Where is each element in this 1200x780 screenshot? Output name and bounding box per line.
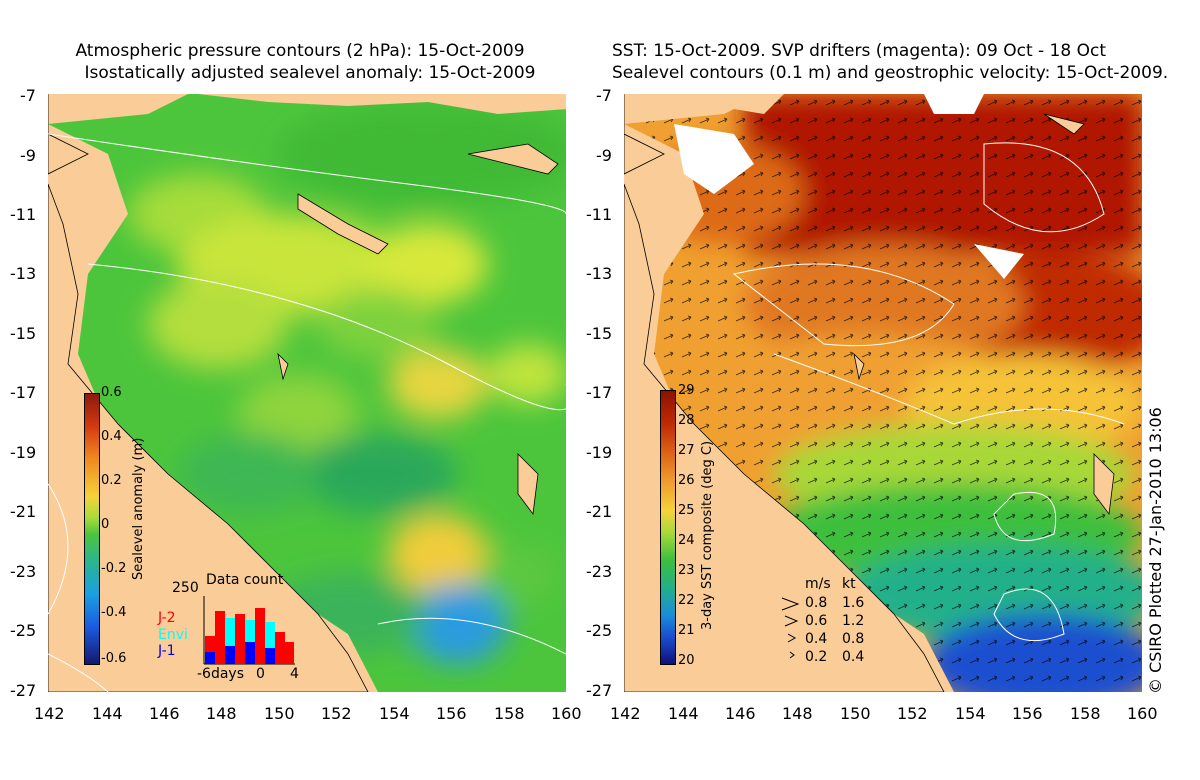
lat-tick-label: -17: [10, 383, 37, 402]
left-title-line2: Isostatically adjusted sealevel anomaly:…: [84, 63, 536, 83]
sst-colorbar-tick: 21: [678, 623, 695, 638]
velocity-kt-value: 0.8: [842, 631, 865, 647]
lat-tick-label: -7: [20, 86, 36, 105]
lon-tick-label: 160: [551, 704, 582, 723]
lon-tick-label: 154: [955, 704, 986, 723]
lat-tick-label: -17: [586, 383, 613, 402]
left-title-line1: Atmospheric pressure contours (2 hPa): 1…: [75, 41, 525, 61]
lon-tick-label: 142: [34, 704, 65, 723]
sla-colorbar-tick: -0.4: [101, 605, 127, 620]
right-title-line2: Sealevel contours (0.1 m) and geostrophi…: [612, 63, 1169, 83]
sst-colorbar-tick: 28: [678, 413, 695, 428]
sla-colorbar-tick: 0.6: [101, 385, 122, 400]
series-envi-label: Envi: [158, 627, 188, 643]
sst-colorbar-tick: 24: [678, 533, 695, 548]
sst-colorbar-tick: 27: [678, 443, 695, 458]
lat-tick-label: -23: [586, 562, 613, 581]
data-count-ymax: 250: [172, 580, 199, 596]
lon-tick-label: 144: [92, 704, 123, 723]
sla-colorbar-tick: -0.6: [101, 651, 127, 666]
velocity-unit-kt: kt: [842, 576, 856, 592]
sst-colorbar-tick: 22: [678, 593, 695, 608]
credit-text: © CSIRO Plotted 27-Jan-2010 13:06: [1146, 407, 1165, 694]
lat-tick-label: -11: [10, 205, 37, 224]
lon-tick-label: 152: [897, 704, 928, 723]
lon-tick-label: 150: [840, 704, 871, 723]
lon-tick-label: 160: [1127, 704, 1158, 723]
series-j1-label: J-1: [158, 643, 176, 659]
sea-level-anomaly-map: [48, 94, 566, 692]
data-count-histogram: [203, 596, 295, 665]
lat-tick-label: -7: [596, 86, 612, 105]
lat-tick-label: -19: [10, 443, 37, 462]
velocity-kt-value: 1.2: [842, 613, 865, 629]
sst-colorbar-tick: 25: [678, 503, 695, 518]
sla-colorbar: [84, 393, 100, 665]
histogram-bars: [205, 608, 294, 664]
sst-colorbar-tick: 29: [678, 383, 695, 398]
lon-tick-label: 158: [1070, 704, 1101, 723]
sea-level-anomaly-field: [48, 94, 566, 692]
lat-tick-label: -15: [10, 324, 37, 343]
sla-colorbar-tick: 0.2: [101, 473, 122, 488]
sla-colorbar-label: Sealevel anomaly (m): [131, 437, 146, 580]
velocity-ms-value: 0.4: [805, 631, 828, 647]
series-j2-label: J-2: [158, 610, 176, 626]
lon-tick-label: 146: [725, 704, 756, 723]
sst-colorbar: [660, 390, 676, 665]
lat-tick-label: -25: [586, 621, 613, 640]
velocity-ms-value: 0.2: [805, 649, 828, 665]
lon-tick-label: 144: [668, 704, 699, 723]
lat-tick-label: -25: [10, 621, 37, 640]
sst-colorbar-label: 3-day SST composite (deg C): [700, 440, 715, 630]
lat-tick-label: -15: [586, 324, 613, 343]
lat-tick-label: -13: [10, 264, 37, 283]
data-count-xlabel: -6days: [197, 666, 245, 682]
sst-field: [624, 94, 1142, 692]
lon-tick-label: 156: [436, 704, 467, 723]
sst-map: [624, 94, 1142, 692]
lat-tick-label: -27: [10, 681, 37, 700]
lon-tick-label: 146: [149, 704, 180, 723]
sla-colorbar-tick: 0.4: [101, 429, 122, 444]
lat-tick-label: -13: [586, 264, 613, 283]
lon-tick-label: 156: [1012, 704, 1043, 723]
lat-tick-label: -9: [20, 146, 36, 165]
velocity-arrow-glyphs: [781, 597, 800, 659]
velocity-kt-value: 1.6: [842, 595, 865, 611]
lat-tick-label: -21: [10, 502, 37, 521]
velocity-unit-ms: m/s: [805, 576, 831, 592]
data-count-xlabel: 0: [256, 666, 265, 682]
lon-tick-label: 148: [206, 704, 237, 723]
lat-tick-label: -11: [586, 205, 613, 224]
sla-colorbar-tick: -0.2: [101, 561, 127, 576]
data-count-xlabel: 4: [290, 666, 299, 682]
sst-colorbar-tick: 23: [678, 563, 695, 578]
lon-tick-label: 142: [610, 704, 641, 723]
velocity-kt-value: 0.4: [842, 649, 865, 665]
lat-tick-label: -21: [586, 502, 613, 521]
lat-tick-label: -9: [596, 146, 612, 165]
lon-tick-label: 152: [321, 704, 352, 723]
right-title-line1: SST: 15-Oct-2009. SVP drifters (magenta)…: [612, 41, 1106, 61]
lon-tick-label: 158: [494, 704, 525, 723]
lat-tick-label: -23: [10, 562, 37, 581]
sst-colorbar-tick: 20: [678, 653, 695, 668]
sla-colorbar-tick: 0: [101, 517, 110, 532]
sst-colorbar-tick: 26: [678, 473, 695, 488]
velocity-ms-value: 0.8: [805, 595, 828, 611]
lon-tick-label: 150: [264, 704, 295, 723]
velocity-ms-value: 0.6: [805, 613, 828, 629]
lon-tick-label: 154: [379, 704, 410, 723]
data-count-title: Data count: [206, 572, 284, 588]
lon-tick-label: 148: [782, 704, 813, 723]
lat-tick-label: -19: [586, 443, 613, 462]
lat-tick-label: -27: [586, 681, 613, 700]
